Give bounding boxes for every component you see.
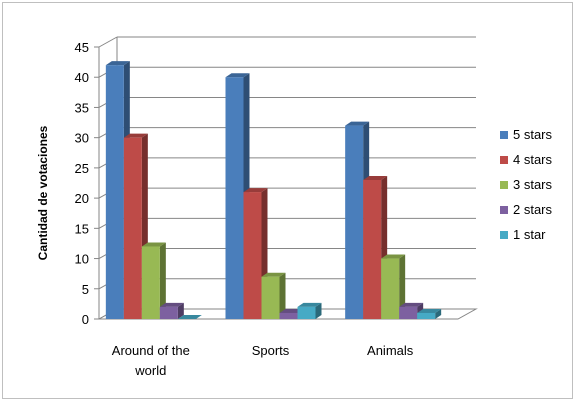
legend-item: 3 stars <box>500 177 553 192</box>
bar-top <box>159 302 184 307</box>
bar-side <box>159 242 166 319</box>
y-tick-label: 15 <box>75 221 89 236</box>
y-axis-label: Cantidad de votaciones <box>36 125 50 260</box>
bar-front <box>225 77 244 319</box>
legend-item: 2 stars <box>500 202 553 217</box>
bar-top <box>417 308 442 313</box>
bar <box>417 308 442 319</box>
bar-side <box>177 302 184 319</box>
bar-top <box>399 302 424 307</box>
bar-side <box>315 302 322 319</box>
legend-swatch <box>500 156 508 164</box>
legend-label: 2 stars <box>513 202 553 217</box>
bar-top <box>177 315 202 319</box>
legend-label: 3 stars <box>513 177 553 192</box>
legend-item: 5 stars <box>500 127 553 142</box>
chart-frame: 0 5 10 15 20 25 30 35 40 45 Around of the world Spor… <box>2 2 573 399</box>
bar-front <box>345 125 364 319</box>
bar-top <box>297 302 322 307</box>
y-tick-label: 35 <box>75 100 89 115</box>
x-tick-label: world <box>134 363 166 378</box>
legend-swatch <box>500 131 508 139</box>
bar-front <box>159 306 178 319</box>
legend: 5 stars 4 stars 3 stars 2 stars 1 star <box>500 127 553 242</box>
bar <box>177 315 202 319</box>
bar-top <box>141 242 166 247</box>
x-tick-label: Sports <box>252 343 290 358</box>
legend-label: 4 stars <box>513 152 553 167</box>
x-tick-label: Around of the <box>112 343 190 358</box>
bar-front <box>363 179 382 319</box>
bar-front <box>243 192 262 319</box>
bar-chart: 0 5 10 15 20 25 30 35 40 45 Around of the world Spor… <box>36 36 553 378</box>
legend-label: 5 stars <box>513 127 553 142</box>
bar-front <box>261 276 280 319</box>
bar-top <box>345 121 370 126</box>
y-tick-label: 0 <box>82 312 89 327</box>
bar-top <box>381 254 406 259</box>
bar-top <box>261 272 286 277</box>
axis-labels: 0 5 10 15 20 25 30 35 40 45 Around of the world Spor… <box>75 40 414 378</box>
bar-front <box>279 312 298 319</box>
bar-front <box>123 137 142 319</box>
y-tick-label: 45 <box>75 40 89 55</box>
y-tick-label: 20 <box>75 191 89 206</box>
legend-item: 4 stars <box>500 152 553 167</box>
bar-top <box>225 73 250 78</box>
bar-front <box>105 65 124 319</box>
bar <box>381 254 406 319</box>
y-tick-label: 30 <box>75 131 89 146</box>
bar-front <box>141 246 160 319</box>
bar-top <box>243 188 268 193</box>
bar-top <box>123 133 148 138</box>
bar-top <box>105 61 130 66</box>
bar <box>261 272 286 319</box>
legend-swatch <box>500 206 508 214</box>
bar-side <box>399 254 406 319</box>
bar-side <box>279 272 286 319</box>
gridline-depth <box>98 36 118 48</box>
y-tick-label: 10 <box>75 252 89 267</box>
legend-swatch <box>500 181 508 189</box>
y-tick-label: 40 <box>75 70 89 85</box>
bar-front <box>381 258 400 319</box>
bar-top <box>363 175 388 180</box>
bar <box>297 302 322 319</box>
bar-front <box>399 306 418 319</box>
legend-swatch <box>500 231 508 239</box>
y-tick-label: 25 <box>75 161 89 176</box>
x-tick-label: Animals <box>367 343 414 358</box>
bar-side <box>435 308 442 319</box>
bar-front <box>417 312 436 319</box>
bar <box>141 242 166 319</box>
bars <box>105 61 442 320</box>
legend-item: 1 star <box>500 227 546 242</box>
y-tick-label: 5 <box>82 282 89 297</box>
bar <box>159 302 184 319</box>
bar-front <box>297 306 316 319</box>
legend-label: 1 star <box>513 227 546 242</box>
